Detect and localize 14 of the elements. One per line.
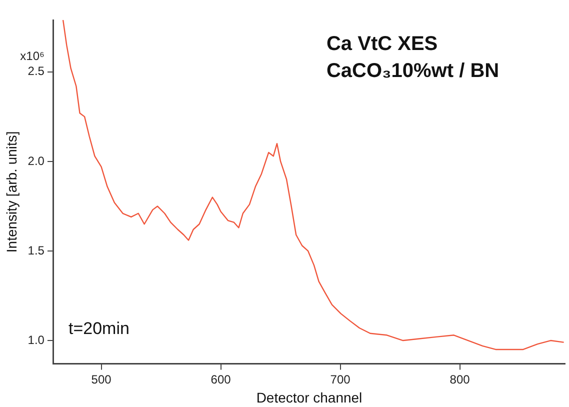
annotation: CaCO₃10%wt / BN	[326, 60, 500, 82]
y-axis-title: Intensity [arb. units]	[3, 131, 20, 253]
text: x10⁶	[20, 49, 45, 64]
y-tick-label: 1.5	[28, 243, 45, 258]
x-tick-label: 500	[91, 372, 112, 386]
x-tick-label: 600	[210, 372, 232, 386]
annotation: Ca VtC XES	[326, 33, 438, 55]
x-tick-label: 800	[450, 372, 470, 386]
annotation: t=20min	[68, 318, 130, 338]
y-tick-label: 2.0	[28, 154, 45, 168]
x-axis-title: Detector channel	[256, 389, 362, 406]
x-tick-label: 700	[330, 372, 351, 386]
y-tick-label: 1.0	[28, 332, 45, 347]
y-tick-label: 2.5	[28, 64, 45, 78]
